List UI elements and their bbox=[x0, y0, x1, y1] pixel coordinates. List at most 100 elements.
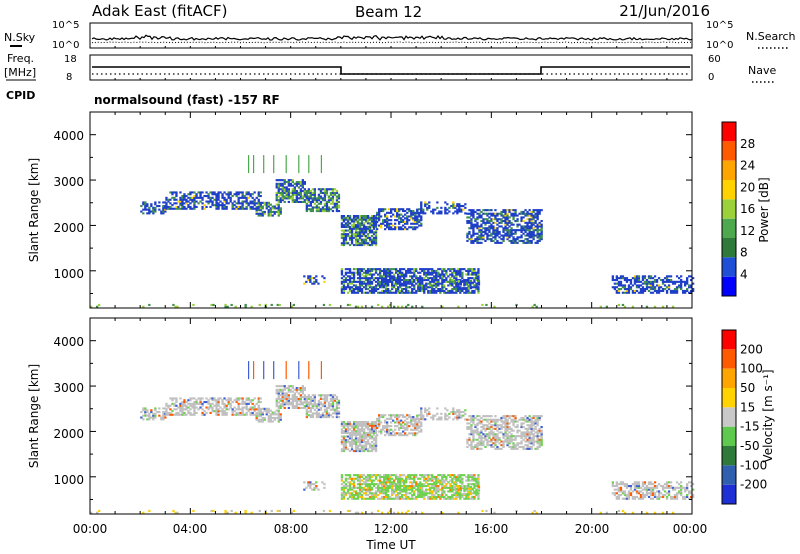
velocity-cell bbox=[449, 474, 452, 477]
velocity-cell bbox=[526, 444, 529, 447]
power-cell bbox=[144, 203, 147, 206]
velocity-cell bbox=[437, 474, 440, 477]
velocity-cell bbox=[424, 418, 427, 421]
power-cell bbox=[350, 280, 354, 283]
power-cell bbox=[237, 200, 240, 203]
velocity-cell bbox=[463, 486, 466, 489]
velocity-cell bbox=[356, 492, 360, 495]
power-cell bbox=[651, 286, 655, 289]
velocity-cell bbox=[261, 413, 264, 416]
velocity-cell bbox=[455, 475, 458, 478]
power-cell bbox=[309, 208, 312, 211]
velocity-cell bbox=[431, 474, 434, 477]
power-cell bbox=[342, 236, 346, 239]
power-cell bbox=[401, 268, 404, 271]
power-cell bbox=[405, 305, 408, 308]
velocity-cell bbox=[221, 401, 224, 404]
velocity-cell bbox=[269, 415, 272, 418]
velocity-cell bbox=[342, 426, 346, 429]
velocity-cell bbox=[358, 492, 362, 495]
velocity-cell bbox=[433, 495, 436, 498]
velocity-cell bbox=[427, 477, 430, 480]
power-cell bbox=[360, 238, 364, 241]
power-cell bbox=[323, 190, 327, 193]
power-cell bbox=[386, 226, 389, 229]
velocity-cell bbox=[253, 408, 256, 411]
power-cell bbox=[287, 191, 290, 194]
power-cell bbox=[315, 210, 319, 213]
power-cell bbox=[472, 232, 475, 235]
power-cell bbox=[459, 289, 462, 292]
velocity-cell bbox=[175, 413, 178, 416]
velocity-cell bbox=[530, 416, 533, 419]
power-cell bbox=[259, 209, 262, 212]
velocity-cell bbox=[181, 413, 184, 416]
velocity-cell bbox=[346, 426, 350, 429]
power-cell bbox=[315, 279, 318, 282]
power-cell bbox=[461, 277, 464, 280]
velocity-cell bbox=[532, 442, 535, 445]
velocity-cell bbox=[385, 488, 388, 491]
power-cell bbox=[287, 188, 290, 191]
velocity-cell bbox=[413, 490, 416, 493]
velocity-cell bbox=[469, 475, 472, 478]
velocity-cell bbox=[397, 497, 400, 500]
power-cell bbox=[372, 238, 376, 241]
power-cell bbox=[625, 277, 629, 280]
velocity-cell bbox=[532, 435, 535, 438]
power-cell bbox=[352, 218, 356, 221]
velocity-cell bbox=[181, 402, 184, 405]
power-cell bbox=[476, 209, 479, 212]
velocity-cell bbox=[175, 401, 178, 404]
power-cell bbox=[337, 197, 341, 200]
velocity-cell bbox=[426, 409, 429, 412]
power-cell bbox=[195, 196, 198, 199]
power-cell bbox=[457, 279, 460, 282]
velocity-cell bbox=[301, 387, 304, 390]
power-cell bbox=[303, 188, 306, 191]
power-cell bbox=[285, 181, 288, 184]
power-cell bbox=[255, 196, 258, 199]
power-cell bbox=[439, 275, 442, 278]
power-cell bbox=[482, 212, 485, 215]
noise-right-tick-bottom: 10^0 bbox=[706, 40, 733, 51]
power-cell bbox=[404, 220, 407, 223]
power-cell bbox=[193, 191, 196, 194]
power-cell bbox=[500, 221, 503, 224]
power-cell bbox=[470, 220, 473, 223]
power-cell bbox=[368, 284, 372, 287]
power-cell bbox=[427, 273, 430, 276]
velocity-cell bbox=[358, 437, 362, 440]
power-cell bbox=[637, 291, 641, 294]
power-cell bbox=[251, 200, 254, 203]
velocity-cell bbox=[364, 494, 368, 497]
velocity-cell bbox=[342, 481, 346, 484]
velocity-cell bbox=[273, 411, 276, 414]
power-cell bbox=[649, 291, 653, 294]
velocity-cell bbox=[423, 497, 426, 500]
velocity-cell bbox=[383, 495, 386, 498]
velocity-cell bbox=[203, 413, 206, 416]
power-cell bbox=[641, 282, 645, 285]
power-cell bbox=[245, 196, 248, 199]
velocity-cell bbox=[393, 490, 396, 493]
velocity-cell bbox=[370, 492, 374, 495]
velocity-cell bbox=[154, 412, 157, 415]
power-cell bbox=[337, 204, 341, 207]
velocity-cell bbox=[265, 413, 268, 416]
velocity-cell bbox=[514, 444, 517, 447]
power-cell bbox=[528, 220, 531, 223]
velocity-cell bbox=[408, 432, 411, 435]
velocity-cell bbox=[225, 399, 228, 402]
power-cell bbox=[671, 305, 675, 308]
power-cell bbox=[647, 280, 651, 283]
power-cell bbox=[473, 280, 476, 283]
power-cell bbox=[441, 269, 444, 272]
power-cell bbox=[344, 233, 348, 236]
power-cell bbox=[387, 305, 390, 308]
velocity-cell bbox=[526, 438, 529, 441]
velocity-cell bbox=[364, 448, 368, 451]
velocity-cell bbox=[522, 416, 525, 419]
velocity-cell bbox=[520, 426, 523, 429]
velocity-cell bbox=[411, 494, 414, 497]
